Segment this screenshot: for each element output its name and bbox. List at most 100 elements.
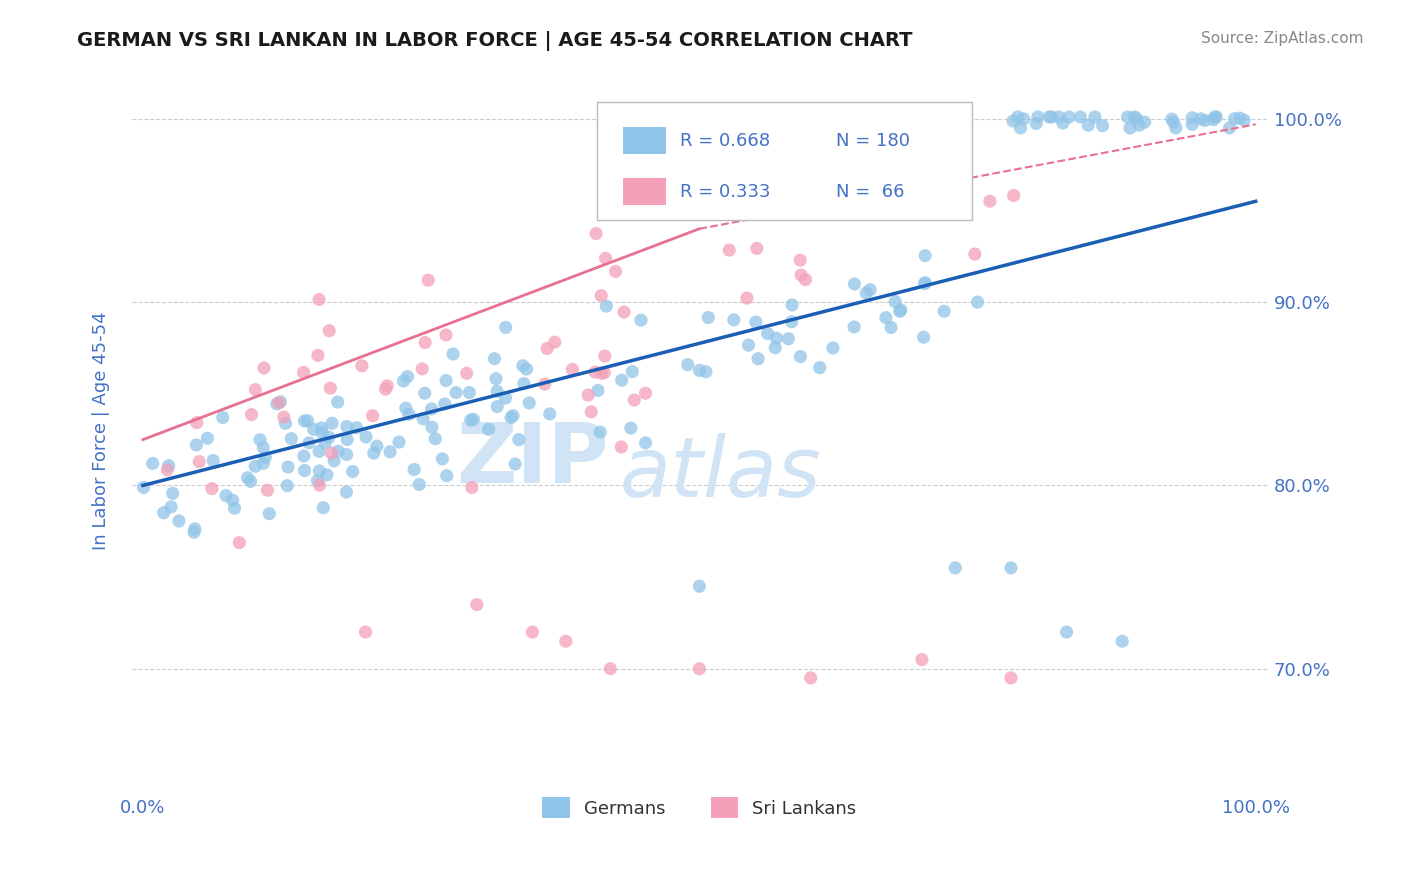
Point xyxy=(1052,116,1074,130)
Point xyxy=(745,315,768,329)
Point xyxy=(593,349,616,363)
Point xyxy=(1116,110,1139,124)
Point xyxy=(844,277,866,291)
Point xyxy=(252,441,274,455)
Point xyxy=(160,500,183,514)
Point xyxy=(318,430,340,444)
Point xyxy=(132,481,155,495)
Point xyxy=(1223,112,1246,126)
Point xyxy=(273,410,295,425)
Point xyxy=(398,408,420,422)
Point xyxy=(790,268,813,282)
Point xyxy=(495,320,517,334)
Point xyxy=(228,535,250,549)
Point xyxy=(253,360,276,375)
Point xyxy=(266,397,288,411)
Point xyxy=(688,662,710,676)
Point xyxy=(319,381,342,395)
Point xyxy=(425,432,447,446)
Point xyxy=(221,493,243,508)
Point xyxy=(1229,111,1251,125)
Point xyxy=(312,500,335,515)
Point xyxy=(307,474,329,488)
Point xyxy=(183,525,205,540)
Point xyxy=(444,385,467,400)
Point xyxy=(292,366,315,380)
Point xyxy=(808,360,831,375)
Point xyxy=(184,522,207,536)
Point xyxy=(292,449,315,463)
Point xyxy=(256,483,278,498)
Point xyxy=(495,391,517,405)
Point xyxy=(499,410,522,425)
Point xyxy=(718,243,741,257)
Point xyxy=(884,294,907,309)
Point xyxy=(413,335,436,350)
Point xyxy=(593,366,616,380)
Point xyxy=(628,205,651,219)
Point xyxy=(236,471,259,485)
Point xyxy=(361,409,384,423)
Point xyxy=(335,485,357,500)
Point xyxy=(316,467,339,482)
Point xyxy=(855,285,877,300)
Point xyxy=(1077,118,1099,132)
Point xyxy=(1125,112,1147,126)
Point xyxy=(321,446,343,460)
Point xyxy=(512,359,534,373)
Point xyxy=(388,435,411,450)
Point xyxy=(1205,110,1227,124)
Point xyxy=(1002,188,1025,202)
Point xyxy=(630,313,652,327)
Point xyxy=(579,405,602,419)
Point xyxy=(745,241,768,255)
Point xyxy=(1056,625,1078,640)
Point xyxy=(1160,112,1182,127)
Point xyxy=(354,430,377,444)
Point xyxy=(595,299,617,313)
Point xyxy=(302,422,325,436)
Point xyxy=(780,315,803,329)
Point xyxy=(326,395,349,409)
Point xyxy=(412,411,434,425)
Point xyxy=(321,417,343,431)
Point xyxy=(1000,671,1022,685)
Point xyxy=(536,342,558,356)
Point xyxy=(336,419,359,434)
Point xyxy=(1194,113,1216,128)
Point xyxy=(277,460,299,475)
Point xyxy=(859,283,882,297)
Text: N = 180: N = 180 xyxy=(835,132,910,150)
Point xyxy=(418,273,440,287)
Point xyxy=(156,463,179,477)
Point xyxy=(561,362,583,376)
Point xyxy=(517,396,540,410)
Point xyxy=(186,416,208,430)
Point xyxy=(215,489,238,503)
Point xyxy=(1164,120,1187,135)
Point xyxy=(735,291,758,305)
Point xyxy=(1181,117,1204,131)
Point xyxy=(142,457,165,471)
Point xyxy=(485,372,508,386)
Point xyxy=(308,478,330,492)
Text: ZIP: ZIP xyxy=(456,418,609,500)
Point xyxy=(186,438,208,452)
FancyBboxPatch shape xyxy=(623,178,666,205)
Point xyxy=(460,413,482,427)
Point xyxy=(298,435,321,450)
Point xyxy=(463,412,485,426)
Point xyxy=(963,247,986,261)
Point xyxy=(1026,110,1049,124)
Point xyxy=(966,295,988,310)
Point xyxy=(889,304,911,318)
Point xyxy=(308,444,330,458)
Point xyxy=(211,410,233,425)
Point xyxy=(245,459,267,474)
Point xyxy=(1007,110,1029,124)
Text: atlas: atlas xyxy=(620,433,821,514)
Point xyxy=(610,440,633,454)
Point xyxy=(318,324,340,338)
Point xyxy=(434,328,457,343)
Point xyxy=(378,445,401,459)
